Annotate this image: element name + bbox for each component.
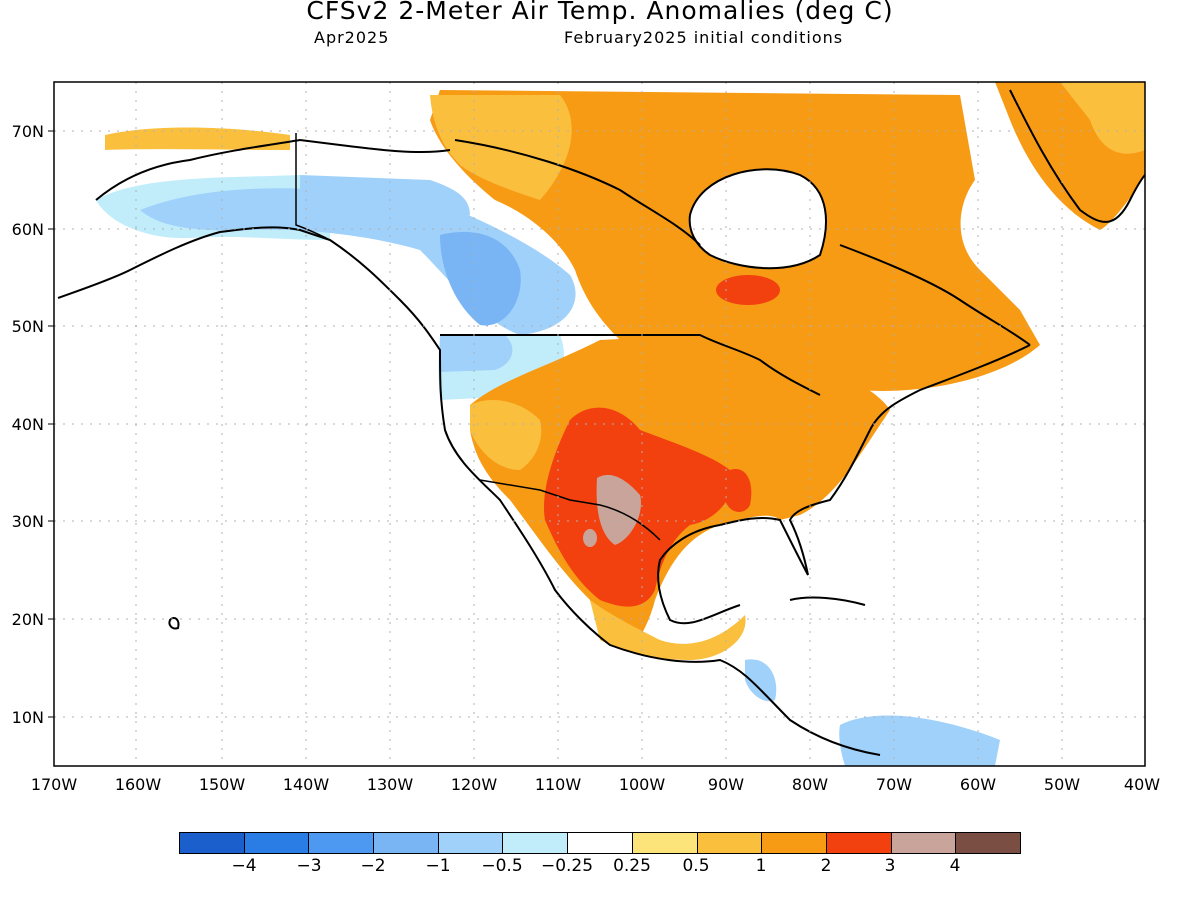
- lon-label: 70W: [876, 775, 912, 794]
- lon-label: 120W: [451, 775, 498, 794]
- legend-label: −1: [425, 856, 451, 876]
- legend-swatch: [180, 833, 245, 853]
- legend-swatch: [956, 833, 1020, 853]
- legend-label: 1: [755, 856, 767, 876]
- lat-label: 70N: [12, 122, 44, 141]
- lon-label: 50W: [1044, 775, 1080, 794]
- lat-label: 40N: [12, 415, 44, 434]
- legend-label: −0.25: [540, 856, 594, 876]
- legend-swatch: [244, 833, 310, 853]
- coastlines: [57, 89, 1145, 756]
- legend-label: 0.25: [613, 856, 651, 876]
- legend-swatch: [568, 833, 633, 853]
- lat-label: 10N: [12, 708, 44, 727]
- lon-label: 40W: [1124, 775, 1160, 794]
- lon-label: 130W: [367, 775, 414, 794]
- legend-label: −3: [296, 856, 322, 876]
- valid-month-label: Apr2025: [314, 28, 390, 47]
- legend-swatch: [309, 833, 375, 853]
- map-title: CFSv2 2-Meter Air Temp. Anomalies (deg C…: [306, 0, 894, 25]
- lat-label: 50N: [12, 317, 44, 336]
- axis-ticks: [48, 130, 54, 718]
- legend-label: −4: [231, 856, 257, 876]
- lon-label: 150W: [199, 775, 246, 794]
- initial-conditions-label: February2025 initial conditions: [564, 28, 844, 47]
- legend-swatch: [374, 833, 439, 853]
- legend-label: 4: [949, 856, 961, 876]
- longitude-labels: 170W 160W 150W 140W 130W 120W 110W 100W …: [31, 775, 1160, 794]
- legend-label: −0.5: [481, 856, 523, 876]
- latitude-labels: 70N 60N 50N 40N 30N 20N 10N: [12, 122, 44, 727]
- legend-label: 2: [820, 856, 832, 876]
- gridlines: [54, 82, 1145, 766]
- lon-label: 80W: [792, 775, 828, 794]
- lon-label: 60W: [960, 775, 996, 794]
- legend-swatch: [503, 833, 569, 853]
- anomaly-shading: [96, 82, 1145, 766]
- lat-label: 20N: [12, 610, 44, 629]
- lat-label: 60N: [12, 220, 44, 239]
- lon-label: 160W: [115, 775, 162, 794]
- legend-swatch: [762, 833, 827, 853]
- lon-label: 110W: [535, 775, 582, 794]
- lon-label: 100W: [619, 775, 666, 794]
- legend-label: 3: [884, 856, 896, 876]
- legend-swatch: [826, 833, 892, 853]
- lon-label: 140W: [283, 775, 330, 794]
- lon-label: 90W: [708, 775, 744, 794]
- legend-swatch: [697, 833, 763, 853]
- legend-swatch: [438, 833, 504, 853]
- legend-label: 0.5: [682, 856, 710, 876]
- lon-label: 170W: [31, 775, 78, 794]
- legend-label: −2: [360, 856, 386, 876]
- color-legend: [179, 832, 1021, 854]
- lat-label: 30N: [12, 512, 44, 531]
- legend-swatch: [632, 833, 698, 853]
- legend-swatch: [891, 833, 957, 853]
